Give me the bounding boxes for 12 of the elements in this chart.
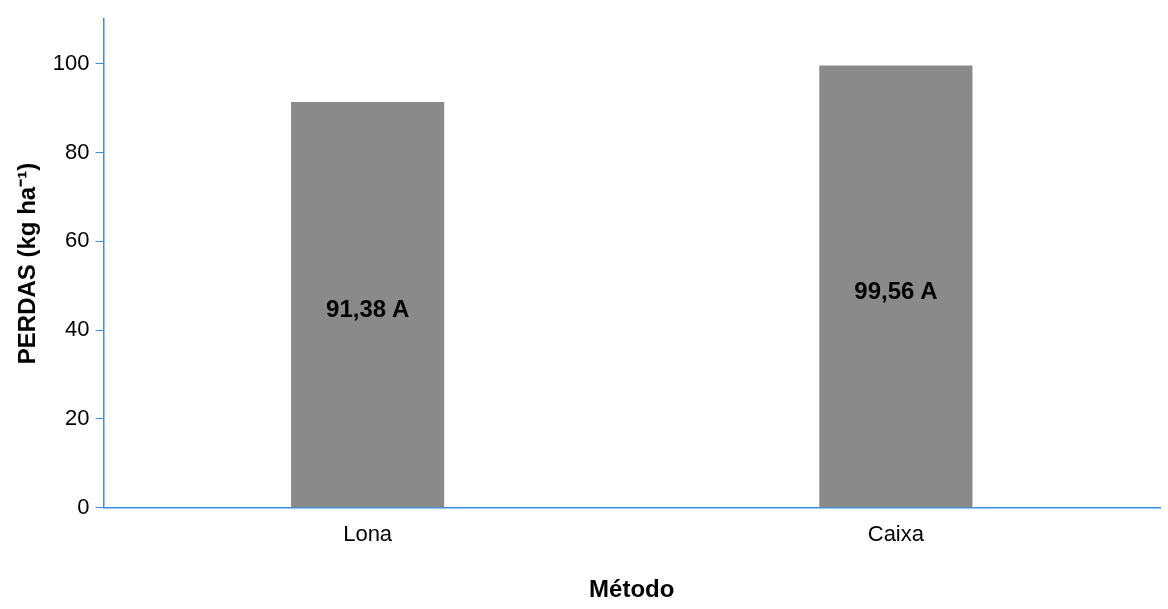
data-label: 91,38 A	[326, 295, 410, 323]
y-tick-label: 40	[65, 316, 90, 342]
y-tick-label: 80	[65, 138, 90, 164]
x-tick-label: Caixa	[867, 521, 925, 547]
data-label: 99,56 A	[854, 277, 938, 305]
y-tick-label: 60	[65, 227, 90, 253]
x-axis-title: Método	[589, 575, 675, 603]
x-tick-label: Lona	[343, 521, 393, 547]
y-tick-label: 100	[52, 49, 90, 75]
y-axis-title: PERDAS (kg ha⁻¹)	[13, 162, 41, 365]
y-tick-label: 20	[65, 405, 90, 431]
y-tick-label: 0	[77, 493, 90, 519]
